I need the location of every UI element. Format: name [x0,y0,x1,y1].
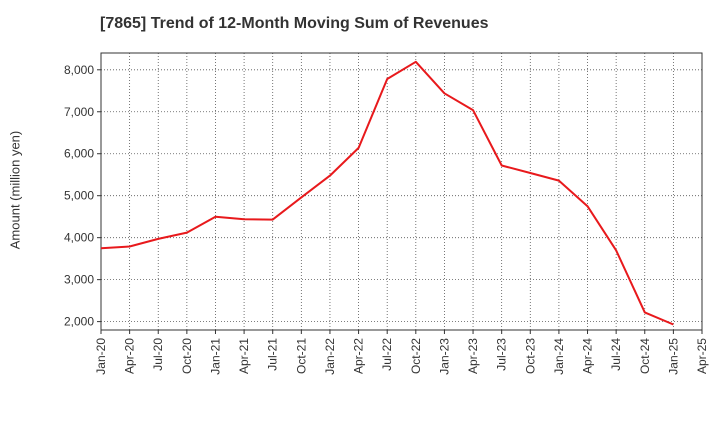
series-line [100,60,674,326]
x-tick-label: Oct-22 [409,338,423,374]
y-tick-label: 2,000 [64,315,94,329]
y-tick-label: 8,000 [64,63,94,77]
x-tick-label: Jan-22 [323,338,337,375]
x-tick-label: Jan-25 [666,338,680,375]
y-tick-label: 5,000 [64,189,94,203]
y-tick-label: 3,000 [64,273,94,287]
x-tick-label: Jul-23 [495,338,509,371]
x-tick-label: Jan-20 [94,338,108,375]
x-tick-label: Jul-24 [609,338,623,371]
x-tick-label: Jul-20 [151,338,165,371]
x-tick-label: Jul-21 [266,338,280,371]
chart-title: [7865] Trend of 12-Month Moving Sum of R… [100,15,489,32]
x-tick-label: Jul-22 [380,338,394,371]
x-tick-label: Apr-20 [123,338,137,374]
x-tick-label: Oct-20 [180,338,194,374]
x-tick-label: Oct-21 [294,338,308,374]
plot-frame [100,52,703,331]
x-tick-label: Oct-23 [523,338,537,374]
y-tick-label: 4,000 [64,231,94,245]
y-tick-label: 7,000 [64,105,94,119]
y-tick-label: 6,000 [64,147,94,161]
x-tick-label: Apr-22 [352,338,366,374]
x-tick-label: Apr-23 [466,338,480,374]
x-tick-label: Apr-21 [237,338,251,374]
x-tick-label: Jan-24 [552,338,566,375]
x-tick-label: Oct-24 [638,338,652,374]
x-tick-label: Jan-23 [437,338,451,375]
x-tick-label: Apr-24 [581,338,595,374]
x-tick-label: Jan-21 [208,338,222,375]
x-tick-label: Apr-25 [695,338,709,374]
